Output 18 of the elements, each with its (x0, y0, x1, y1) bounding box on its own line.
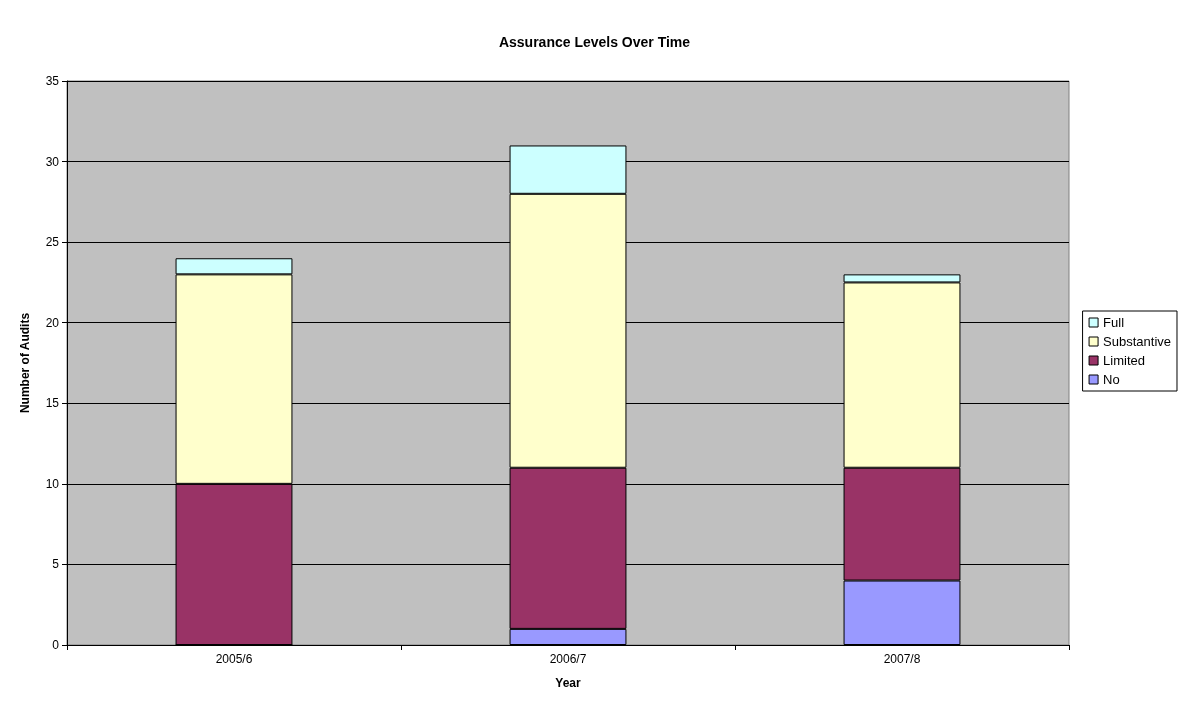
x-tick-label: 2005/6 (215, 652, 253, 666)
x-tick-label: 2006/7 (549, 652, 587, 666)
legend-label: No (1103, 372, 1120, 387)
chart-title: Assurance Levels Over Time (498, 34, 691, 50)
y-tick-label: 0 (52, 638, 60, 652)
y-tick-label: 15 (45, 396, 60, 411)
y-tick-label: 20 (45, 315, 60, 330)
legend-label: Substantive (1103, 334, 1171, 349)
y-tick-label: 30 (45, 154, 60, 169)
y-tick-label: 10 (45, 476, 60, 491)
legend-label: Limited (1103, 353, 1145, 368)
x-tick-label: 2007/8 (883, 652, 921, 666)
y-tick-label: 35 (45, 74, 60, 88)
legend-label: Full (1103, 315, 1125, 330)
y-axis-title: Number of Audits (18, 312, 32, 414)
y-tick-label: 25 (45, 235, 60, 250)
x-axis-title: Year (555, 676, 582, 690)
y-tick-label: 5 (52, 557, 60, 572)
